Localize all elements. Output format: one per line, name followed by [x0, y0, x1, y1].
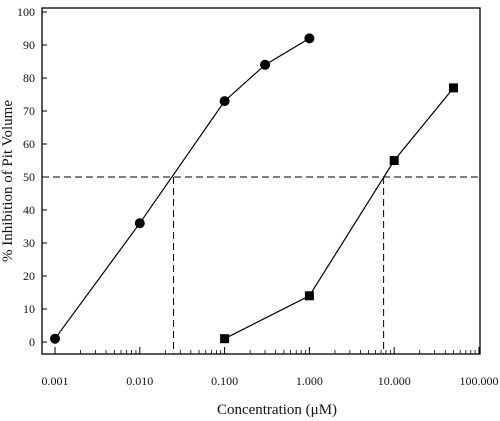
x-tick-label: 0.001: [42, 374, 69, 388]
y-axis-ticks: 0 10 20 30 40 50 60 70 80 90 100: [17, 5, 47, 349]
y-tick-label: 100: [17, 5, 35, 19]
series-line-2: [224, 87, 454, 340]
y-tick-label: 30: [23, 236, 35, 250]
y-tick-label: 10: [23, 302, 35, 316]
data-point-circle: [134, 218, 145, 229]
x-axis-title: Concentration (μM): [217, 402, 337, 418]
x-tick-label: 0.100: [211, 374, 238, 388]
x-tick-label: 0.010: [126, 374, 153, 388]
data-point-circle: [219, 96, 230, 107]
y-tick-label: 0: [29, 335, 35, 349]
x-tick-label: 100.000: [460, 374, 499, 388]
y-tick-label: 40: [23, 203, 35, 217]
x-axis-ticks: 0.001 0.010 0.100 1.000 10.000 100.000: [42, 347, 499, 388]
y-axis-title: % Inhibition of Pit Volume: [0, 100, 16, 262]
data-point-square: [389, 156, 399, 165]
data-point-square: [304, 291, 314, 301]
data-markers: [50, 33, 458, 344]
minor-ticks: [80, 350, 476, 354]
x-tick-label: 1.000: [296, 374, 323, 388]
y-tick-label: 60: [23, 137, 35, 151]
series-line-1: [54, 37, 310, 340]
y-tick-label: 80: [23, 71, 35, 85]
x-tick-label: 10.000: [378, 374, 411, 388]
series-lines: [54, 37, 454, 340]
data-point-circle: [50, 333, 60, 344]
y-tick-label: 20: [23, 269, 35, 283]
data-point-square: [220, 334, 230, 344]
reference-lines: [42, 176, 480, 354]
data-point-circle: [260, 59, 271, 70]
y-tick-label: 50: [23, 170, 35, 184]
plot-frame: [41, 7, 481, 355]
y-tick-label: 70: [23, 104, 35, 118]
y-tick-label: 90: [23, 38, 35, 52]
data-point-circle: [304, 33, 315, 44]
data-point-square: [448, 83, 458, 93]
